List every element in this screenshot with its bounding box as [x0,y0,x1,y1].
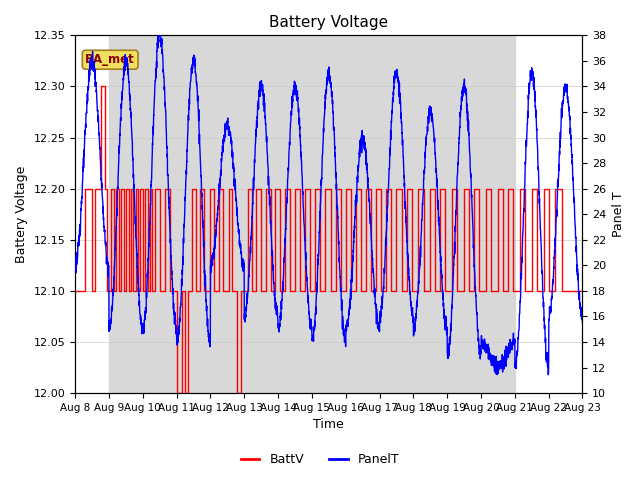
Bar [109,36,515,393]
Y-axis label: Panel T: Panel T [612,192,625,237]
Legend: BattV, PanelT: BattV, PanelT [236,448,404,471]
Y-axis label: Battery Voltage: Battery Voltage [15,166,28,263]
Title: Battery Voltage: Battery Voltage [269,15,388,30]
Text: BA_met: BA_met [85,53,135,66]
X-axis label: Time: Time [314,419,344,432]
